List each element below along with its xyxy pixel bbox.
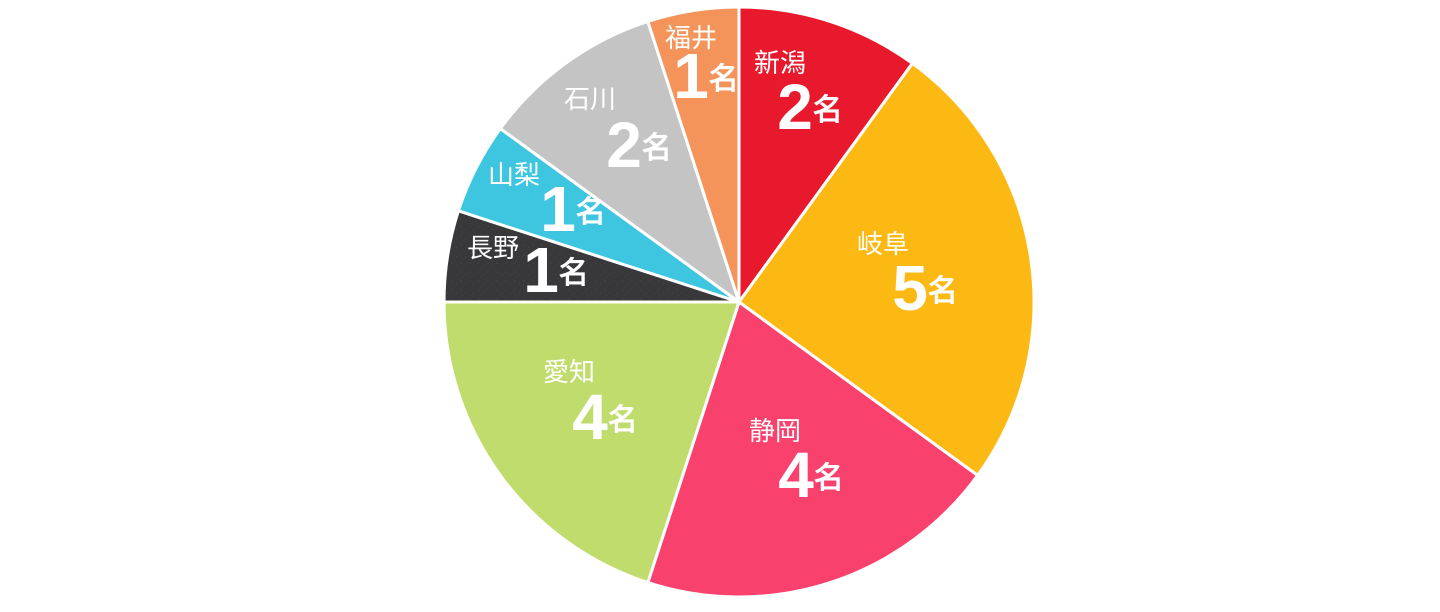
svg-text:長野: 長野: [467, 233, 519, 263]
svg-text:山梨: 山梨: [488, 160, 540, 190]
